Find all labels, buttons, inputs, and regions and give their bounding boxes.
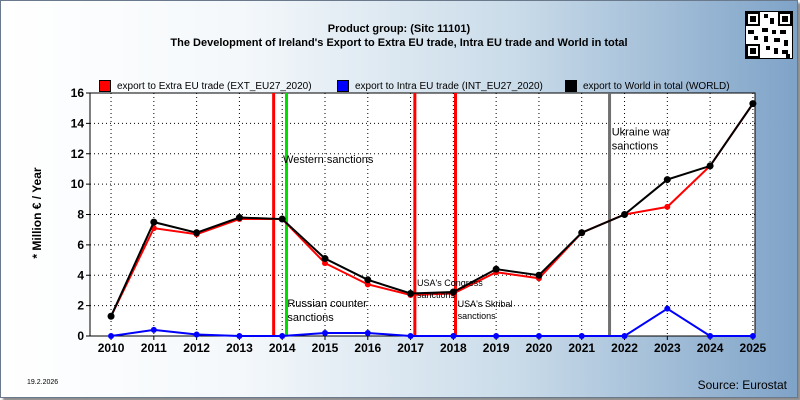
- series-line-1: [110, 307, 753, 337]
- data-point-1: [193, 331, 200, 338]
- y-tick-label: 8: [77, 208, 84, 222]
- data-point-2: [663, 176, 671, 184]
- legend-swatch-black: [565, 80, 577, 92]
- legend-swatch-red: [99, 80, 111, 92]
- x-tick-label: 2017: [397, 341, 424, 355]
- legend-swatch-blue: [337, 80, 349, 92]
- event-label: USA's Congress: [417, 278, 483, 288]
- legend-label-intra-eu: export to Intra EU trade (INT_EU27_2020): [355, 80, 543, 92]
- y-tick-label: 12: [71, 147, 85, 161]
- data-point-1: [364, 329, 371, 336]
- data-point-1: [664, 305, 671, 312]
- data-point-1: [279, 333, 286, 339]
- y-tick-label: 0: [77, 329, 84, 343]
- data-point-1: [578, 333, 585, 339]
- x-tick-label: 2018: [440, 341, 467, 355]
- qr-code-icon: [745, 11, 793, 59]
- y-tick-label: 6: [77, 238, 84, 252]
- date-stamp: 19.2.2026: [27, 379, 59, 386]
- x-tick-label: 2020: [526, 341, 553, 355]
- x-tick-label: 2014: [269, 341, 296, 355]
- x-tick-label: 2022: [611, 341, 638, 355]
- data-point-2: [107, 312, 115, 320]
- data-point-1: [108, 333, 115, 339]
- legend-label-world: export to World in total (WORLD): [583, 80, 730, 92]
- legend-label-extra-eu: export to Extra EU trade (EXT_EU27_2020): [117, 80, 312, 92]
- x-tick-label: 2011: [141, 341, 167, 355]
- data-point-2: [449, 288, 457, 296]
- data-point-2: [321, 255, 329, 263]
- data-point-2: [407, 289, 415, 297]
- series-line-0: [110, 103, 754, 317]
- event-label: Russian counter: [287, 298, 367, 310]
- x-tick-label: 2025: [740, 341, 767, 355]
- data-point-2: [535, 271, 543, 279]
- data-point-2: [364, 276, 372, 284]
- data-point-1: [407, 333, 414, 339]
- data-point-1: [749, 333, 756, 339]
- x-tick-label: 2023: [654, 341, 681, 355]
- y-tick-label: 16: [71, 86, 85, 100]
- legend-item-extra-eu: export to Extra EU trade (EXT_EU27_2020): [99, 79, 312, 93]
- x-tick-label: 2019: [483, 341, 510, 355]
- data-point-2: [706, 162, 714, 170]
- event-label: sanctions: [287, 312, 334, 324]
- series-line-2: [110, 103, 754, 317]
- event-label: Ukraine war: [612, 127, 671, 139]
- data-point-2: [193, 229, 201, 237]
- data-point-2: [492, 265, 500, 273]
- chart-subtitle: The Development of Ireland's Export to E…: [170, 37, 628, 49]
- data-point-2: [578, 229, 586, 237]
- data-point-0: [664, 203, 671, 210]
- data-point-1: [321, 329, 328, 336]
- data-point-2: [278, 215, 286, 223]
- x-tick-label: 2015: [312, 341, 339, 355]
- data-point-2: [749, 100, 757, 108]
- data-point-2: [621, 211, 629, 218]
- event-label: sanctions: [612, 141, 659, 153]
- data-point-1: [707, 333, 714, 339]
- data-point-1: [493, 333, 500, 339]
- event-label: sanctions: [417, 290, 456, 300]
- y-tick-label: 2: [77, 299, 84, 313]
- x-tick-label: 2013: [226, 341, 253, 355]
- legend-item-intra-eu: export to Intra EU trade (INT_EU27_2020): [337, 79, 543, 93]
- x-tick-label: 2024: [697, 341, 724, 355]
- y-tick-label: 4: [77, 268, 84, 282]
- data-point-1: [450, 333, 457, 339]
- x-tick-label: 2016: [354, 341, 381, 355]
- data-point-1: [535, 333, 542, 339]
- y-tick-label: 14: [71, 116, 85, 130]
- y-tick-label: 10: [71, 177, 85, 191]
- data-point-2: [235, 214, 243, 222]
- data-point-1: [621, 333, 628, 339]
- source-note: Source: Eurostat: [697, 378, 787, 392]
- legend-item-world: export to World in total (WORLD): [565, 79, 730, 93]
- event-label: sanctions: [458, 311, 497, 321]
- x-tick-label: 2021: [568, 341, 595, 355]
- event-label: Western sanctions: [283, 154, 374, 166]
- data-point-2: [150, 218, 158, 226]
- data-point-1: [150, 326, 157, 333]
- chart-title: Product group: (Sitc 11101): [327, 23, 471, 35]
- event-label: USA's Skribal: [458, 299, 513, 309]
- data-point-1: [236, 333, 243, 339]
- x-tick-label: 2010: [98, 341, 125, 355]
- x-tick-label: 2012: [183, 341, 210, 355]
